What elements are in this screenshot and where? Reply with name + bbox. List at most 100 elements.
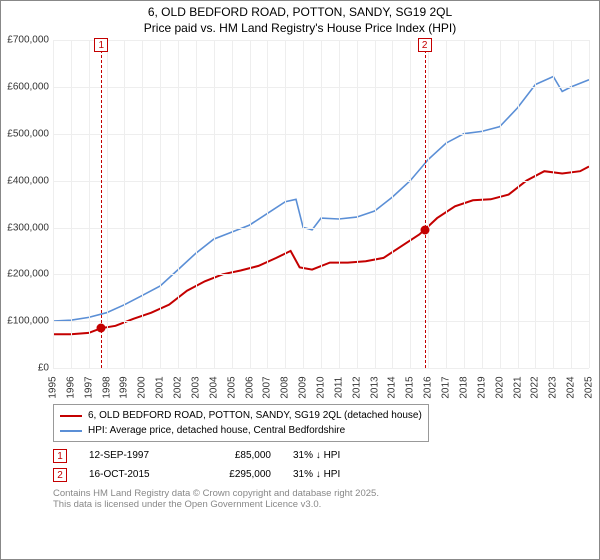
x-tick-label: 2018 (458, 377, 469, 399)
y-tick-label: £500,000 (7, 128, 49, 139)
x-tick-label: 2022 (530, 377, 541, 399)
legend-row: 6, OLD BEDFORD ROAD, POTTON, SANDY, SG19… (60, 408, 422, 423)
y-tick-label: £300,000 (7, 222, 49, 233)
gridline-v (196, 40, 197, 368)
x-tick-label: 2014 (387, 377, 398, 399)
chart-title: 6, OLD BEDFORD ROAD, POTTON, SANDY, SG19… (7, 5, 593, 36)
sale-price: £85,000 (201, 446, 271, 465)
gridline-v (285, 40, 286, 368)
attribution: Contains HM Land Registry data © Crown c… (53, 488, 593, 510)
legend-swatch (60, 415, 82, 417)
gridline-v (321, 40, 322, 368)
gridline-v (232, 40, 233, 368)
x-tick-label: 2019 (476, 377, 487, 399)
sale-marker-dot (97, 324, 106, 333)
x-tick-label: 2006 (244, 377, 255, 399)
sale-marker-badge: 1 (94, 38, 108, 52)
gridline-h (53, 321, 589, 322)
plot-area: 1995199619971998199920002001200220032004… (53, 40, 589, 368)
x-tick-label: 1996 (65, 377, 76, 399)
legend-label: HPI: Average price, detached house, Cent… (88, 423, 345, 438)
gridline-v (89, 40, 90, 368)
sale-marker-dot (420, 225, 429, 234)
gridline-v (410, 40, 411, 368)
x-tick-label: 2004 (208, 377, 219, 399)
gridline-v (500, 40, 501, 368)
title-line2: Price paid vs. HM Land Registry's House … (7, 21, 593, 37)
sale-delta: 31% ↓ HPI (293, 465, 373, 484)
gridline-v (71, 40, 72, 368)
y-tick-label: £0 (38, 363, 49, 374)
legend-row: HPI: Average price, detached house, Cent… (60, 423, 422, 438)
gridline-v (53, 40, 54, 368)
sales-table: 1 12-SEP-1997 £85,000 31% ↓ HPI 2 16-OCT-2015… (53, 446, 593, 484)
x-tick-label: 1995 (48, 377, 59, 399)
gridline-v (250, 40, 251, 368)
gridline-v (482, 40, 483, 368)
gridline-v (357, 40, 358, 368)
gridline-v (214, 40, 215, 368)
gridline-h (53, 181, 589, 182)
gridline-v (392, 40, 393, 368)
gridline-v (428, 40, 429, 368)
gridline-v (267, 40, 268, 368)
y-tick-label: £100,000 (7, 316, 49, 327)
x-tick-label: 2005 (226, 377, 237, 399)
sale-delta: 31% ↓ HPI (293, 446, 373, 465)
sale-badge: 2 (53, 468, 67, 482)
x-tick-label: 2002 (173, 377, 184, 399)
sale-date: 16-OCT-2015 (89, 465, 179, 484)
x-tick-label: 2020 (494, 377, 505, 399)
sale-badge: 1 (53, 449, 67, 463)
gridline-v (124, 40, 125, 368)
x-tick-label: 2013 (369, 377, 380, 399)
attribution-line1: Contains HM Land Registry data © Crown c… (53, 488, 593, 499)
x-tick-label: 2008 (280, 377, 291, 399)
x-tick-label: 1997 (83, 377, 94, 399)
x-tick-label: 2023 (548, 377, 559, 399)
x-tick-label: 2011 (333, 377, 344, 399)
gridline-v (142, 40, 143, 368)
gridline-v (464, 40, 465, 368)
gridline-h (53, 228, 589, 229)
y-tick-label: £400,000 (7, 175, 49, 186)
legend-label: 6, OLD BEDFORD ROAD, POTTON, SANDY, SG19… (88, 408, 422, 423)
legend: 6, OLD BEDFORD ROAD, POTTON, SANDY, SG19… (53, 404, 429, 442)
legend-swatch (60, 430, 82, 432)
gridline-v (553, 40, 554, 368)
x-tick-label: 2000 (137, 377, 148, 399)
attribution-line2: This data is licensed under the Open Gov… (53, 499, 593, 510)
x-tick-label: 2007 (262, 377, 273, 399)
gridline-v (375, 40, 376, 368)
x-tick-label: 2016 (423, 377, 434, 399)
chart-container: 6, OLD BEDFORD ROAD, POTTON, SANDY, SG19… (0, 0, 600, 560)
x-tick-label: 2010 (316, 377, 327, 399)
sale-price: £295,000 (201, 465, 271, 484)
sales-row: 1 12-SEP-1997 £85,000 31% ↓ HPI (53, 446, 593, 465)
sale-date: 12-SEP-1997 (89, 446, 179, 465)
y-tick-label: £200,000 (7, 269, 49, 280)
sale-marker-badge: 2 (418, 38, 432, 52)
gridline-v (571, 40, 572, 368)
gridline-h (53, 368, 589, 369)
gridline-v (589, 40, 590, 368)
gridline-v (339, 40, 340, 368)
x-tick-label: 2015 (405, 377, 416, 399)
title-line1: 6, OLD BEDFORD ROAD, POTTON, SANDY, SG19… (7, 5, 593, 21)
x-tick-label: 2009 (298, 377, 309, 399)
x-tick-label: 2025 (584, 377, 595, 399)
gridline-v (518, 40, 519, 368)
sale-marker-line (101, 40, 102, 368)
gridline-v (535, 40, 536, 368)
x-tick-label: 2001 (155, 377, 166, 399)
x-tick-label: 2024 (566, 377, 577, 399)
chart-area: 1995199619971998199920002001200220032004… (7, 38, 593, 398)
sales-row: 2 16-OCT-2015 £295,000 31% ↓ HPI (53, 465, 593, 484)
x-tick-label: 2012 (351, 377, 362, 399)
x-tick-label: 2021 (512, 377, 523, 399)
gridline-h (53, 87, 589, 88)
x-tick-label: 1999 (119, 377, 130, 399)
x-tick-label: 2017 (441, 377, 452, 399)
x-tick-label: 1998 (101, 377, 112, 399)
gridline-v (303, 40, 304, 368)
